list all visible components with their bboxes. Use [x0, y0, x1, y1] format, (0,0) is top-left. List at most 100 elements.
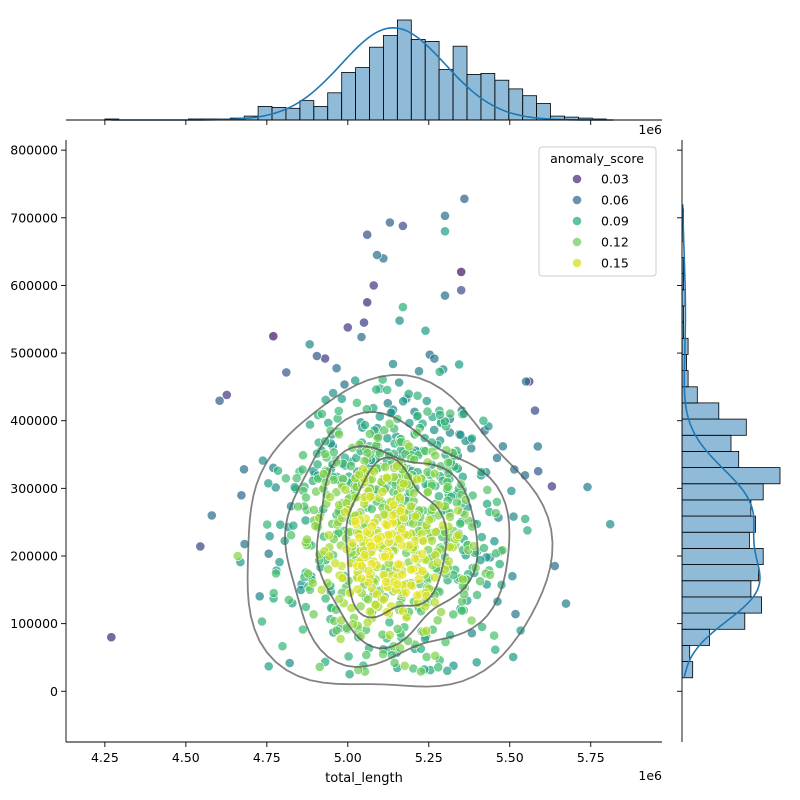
scatter-point	[477, 622, 487, 632]
right-histogram-bar	[682, 548, 764, 566]
scatter-point	[442, 481, 453, 492]
scatter-point	[454, 359, 464, 370]
scatter-point	[392, 624, 403, 634]
scatter-point	[384, 418, 395, 429]
scatter-point	[497, 441, 508, 452]
scatter-point	[507, 571, 518, 582]
right-histogram-bar	[682, 564, 759, 582]
scatter-point	[421, 652, 432, 662]
scatter-point	[411, 474, 422, 485]
scatter-point	[195, 541, 206, 552]
scatter-point	[392, 579, 403, 590]
scatter-point	[406, 580, 416, 591]
scatter-point	[320, 353, 330, 364]
right-histogram-bar	[682, 628, 711, 646]
scatter-point	[384, 217, 395, 228]
scatter-point	[377, 486, 388, 497]
scatter-point	[324, 551, 335, 562]
right-marginal-kde-line	[681, 204, 761, 678]
scatter-point	[410, 511, 421, 522]
scatter-point	[364, 428, 375, 439]
scatter-point	[466, 433, 477, 444]
scatter-point	[397, 569, 408, 580]
scatter-point	[316, 408, 327, 419]
scatter-point	[387, 510, 398, 521]
top-histogram-bar	[313, 106, 329, 120]
scatter-point	[307, 578, 318, 589]
scatter-point	[475, 576, 485, 587]
scatter-point	[320, 593, 331, 604]
scatter-point	[368, 280, 379, 291]
scatter-point	[325, 425, 336, 436]
scatter-point	[362, 594, 373, 605]
scatter-point	[430, 527, 441, 537]
scatter-point	[374, 411, 385, 422]
scatter-point	[263, 548, 274, 559]
scatter-point	[466, 443, 477, 454]
scatter-point	[356, 573, 367, 584]
scatter-point	[365, 606, 375, 617]
legend: anomaly_score 0.03 0.06 0.09 0.12 0.15	[538, 146, 657, 277]
scatter-point	[405, 501, 416, 512]
scatter-point	[440, 210, 450, 221]
scatter-point	[365, 491, 376, 502]
scatter-point	[508, 511, 519, 522]
scatter-point	[520, 514, 531, 524]
legend-label: 0.09	[601, 214, 629, 229]
legend-label: 0.06	[601, 193, 629, 208]
scatter-point	[305, 419, 315, 430]
scatter-point	[429, 424, 440, 435]
scatter-point	[232, 551, 243, 561]
scatter-point	[275, 519, 286, 530]
y-tick-label: 300000	[10, 481, 58, 496]
top-histogram-bar	[410, 39, 426, 120]
scatter-point	[404, 441, 414, 452]
scatter-point	[433, 662, 444, 673]
scatter-point	[456, 285, 467, 296]
x-tick-label: 4.25	[91, 750, 119, 765]
scatter-point	[323, 564, 333, 575]
scatter-point	[311, 351, 322, 361]
scatter-point	[413, 574, 424, 584]
scatter-point	[263, 478, 274, 489]
legend-marker	[572, 195, 582, 205]
scatter-point	[439, 416, 450, 427]
scatter-point	[384, 630, 395, 640]
scatter-point	[262, 519, 273, 530]
scatter-point	[366, 541, 376, 551]
y-tick-label: 500000	[10, 346, 58, 361]
scatter-point	[304, 339, 315, 350]
scatter-point	[429, 353, 440, 364]
y-tick-label: 800000	[10, 143, 58, 158]
scatter-point	[422, 406, 433, 417]
scatter-point	[457, 574, 468, 585]
scatter-point	[323, 530, 334, 540]
kde-contour-line	[315, 445, 479, 650]
scatter-point	[412, 590, 423, 601]
scatter-point	[273, 465, 283, 476]
scatter-point	[362, 229, 373, 240]
scatter-point	[582, 482, 593, 492]
scatter-point	[284, 658, 295, 668]
y-axis-ticks: 0 100000 200000 300000 400000 500000 600000 700…	[10, 143, 66, 699]
top-histogram-bar	[327, 92, 343, 120]
scatter-point	[497, 545, 508, 556]
scatter-point	[380, 462, 390, 472]
scatter-point	[280, 473, 291, 484]
scatter-point	[283, 595, 294, 605]
scatter-point	[395, 492, 405, 503]
right-histogram-bar	[682, 580, 752, 598]
scatter-point	[440, 226, 450, 237]
scatter-point	[420, 325, 431, 336]
scatter-point	[297, 464, 308, 475]
scatter-point	[532, 441, 543, 452]
right-histogram-bar	[682, 450, 740, 468]
kde-contour-line	[345, 456, 448, 619]
scatter-point	[343, 651, 354, 662]
scatter-point	[274, 557, 285, 567]
scatter-point	[263, 661, 274, 672]
scatter-point	[372, 432, 383, 443]
scatter-point	[432, 615, 443, 626]
scatter-point	[308, 609, 319, 620]
scatter-point	[362, 617, 373, 628]
